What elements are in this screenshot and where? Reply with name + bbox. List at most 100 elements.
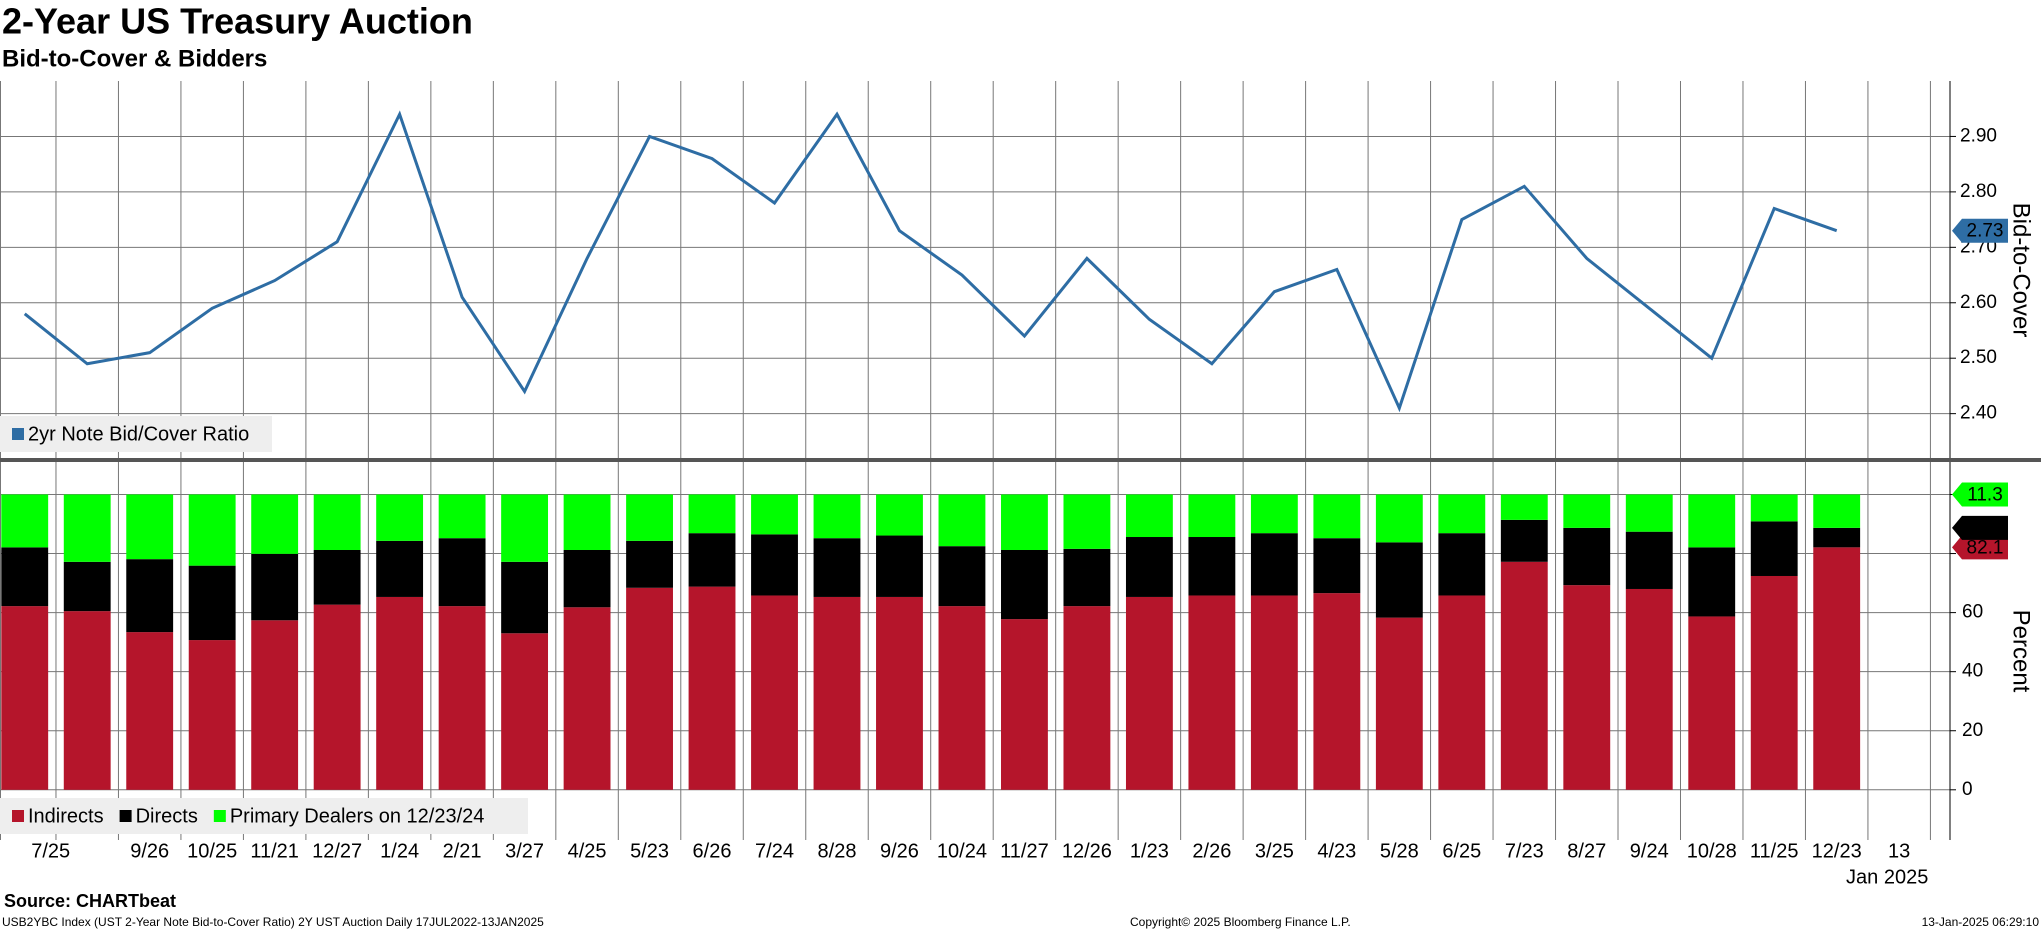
x-tick-label: 9/26 [880,840,919,862]
bar-segment [376,596,424,790]
bar-segment [1001,494,1048,551]
y-tick-label: 2.40 [1960,403,1997,424]
x-tick-label: 7/25 [31,840,70,862]
bar-segment [438,538,486,607]
bar-segment [313,550,361,605]
bar-segment [1313,538,1361,594]
y-tick-label: 60 [1962,602,1983,623]
bar-segment [1001,550,1048,620]
legend-swatch [213,810,226,822]
last-value-label: 82.1 [1967,537,2004,558]
bar-segment [1813,547,1861,790]
bar-segment [813,538,861,597]
bar-segment [126,632,174,790]
x-tick-label: 6/26 [693,840,732,862]
bar-segment [938,606,986,790]
bar-segment [876,494,923,536]
legend-swatch [12,810,24,822]
x-tick-label: 3/27 [505,840,544,862]
y-tick-label: 0 [1962,779,1973,800]
copyright: Copyright© 2025 Bloomberg Finance L.P. [1130,915,1351,929]
bar-segment [1063,548,1111,607]
x-tick-label: 11/21 [250,840,299,862]
last-value-label-bg [1952,515,2008,540]
last-value-label-bg [1952,535,2008,560]
bar-segment [313,604,361,790]
bar-segment [1750,521,1798,576]
last-value-label: 2.73 [1967,221,2004,242]
y-axis-title: Bid-to-Cover [2008,203,2035,338]
bar-segment [188,640,236,790]
legend-label: Primary Dealers on 12/23/24 [230,805,485,827]
bar-segment [126,559,174,633]
bar-segment [1250,494,1298,534]
x-tick-label: 1/24 [380,840,419,862]
bar-segment [1688,494,1736,548]
bar-segment [251,553,299,621]
x-tick-label: 7/24 [755,840,794,862]
bar-segment [1125,537,1173,597]
bar-segment [813,494,861,539]
x-tick-label: 10/24 [937,840,987,862]
timestamp: 13-Jan-2025 06:29:10 [1922,915,2040,929]
bar-segment [63,611,111,790]
bar-segment [688,586,736,790]
bar-segment [376,540,424,597]
bar-segment [1375,617,1423,790]
x-tick-label: 3/25 [1255,840,1294,862]
x-tick-label: 7/23 [1505,840,1544,862]
x-tick-label: 8/28 [818,840,857,862]
bar-segment [563,550,611,608]
bar-segment [63,494,111,562]
bar-segment [1625,494,1673,532]
bar-segment [1188,537,1236,596]
bar-segment [1438,595,1486,790]
x-tick-label: 9/26 [130,840,169,862]
legend-box [0,798,528,834]
bar-segment [1500,561,1548,790]
x-tick-label: 6/25 [1442,840,1481,862]
legend-swatch [119,810,132,822]
bar-segment [1313,494,1361,539]
y-tick-label: 2.80 [1960,181,1997,202]
x-tick-label: 12/26 [1062,840,1112,862]
bar-segment [313,494,361,551]
bar-segment [1750,494,1798,522]
y-tick-label: 20 [1962,720,1983,741]
footer-description: USB2YBC Index (UST 2-Year Note Bid-to-Co… [2,915,544,929]
x-tick-label: 11/27 [1000,840,1049,862]
bar-segment [1313,593,1361,790]
bar-segment [438,494,486,539]
x-note: Jan 2025 [1846,866,1928,888]
legend-label: Indirects [28,805,104,827]
bar-segment [1563,494,1611,528]
bar-segment [1375,494,1423,543]
bar-segment [1563,527,1611,586]
bar-segment [251,620,299,790]
x-tick-label: 2/26 [1192,840,1231,862]
bar-segment [1063,606,1111,790]
bar-segment [501,494,549,562]
bar-segment [501,561,549,634]
bar-segment [1375,542,1423,618]
bar-segment [1125,596,1173,790]
bar-segment [688,533,736,587]
y-tick-label: 2.50 [1960,347,1997,368]
bar-segment [626,494,673,541]
y-tick-label: 2.60 [1960,292,1997,313]
last-value-label: 6.6 [1972,518,1998,539]
chart-title: 2-Year US Treasury Auction [2,1,473,42]
line-series [23,110,1838,413]
bar-segment [1,606,49,790]
bar-segment [1188,595,1236,790]
bar-segment [251,494,299,554]
bar-segment [751,534,798,596]
bar-segment [1,494,49,548]
bar-segment [1250,595,1298,790]
bar-segment [188,494,236,566]
bar-segment [1001,619,1048,790]
bar-segment [1438,494,1486,534]
x-tick-label: 9/24 [1630,840,1669,862]
x-tick-label: 10/25 [187,840,237,862]
bar-segment [876,596,923,790]
